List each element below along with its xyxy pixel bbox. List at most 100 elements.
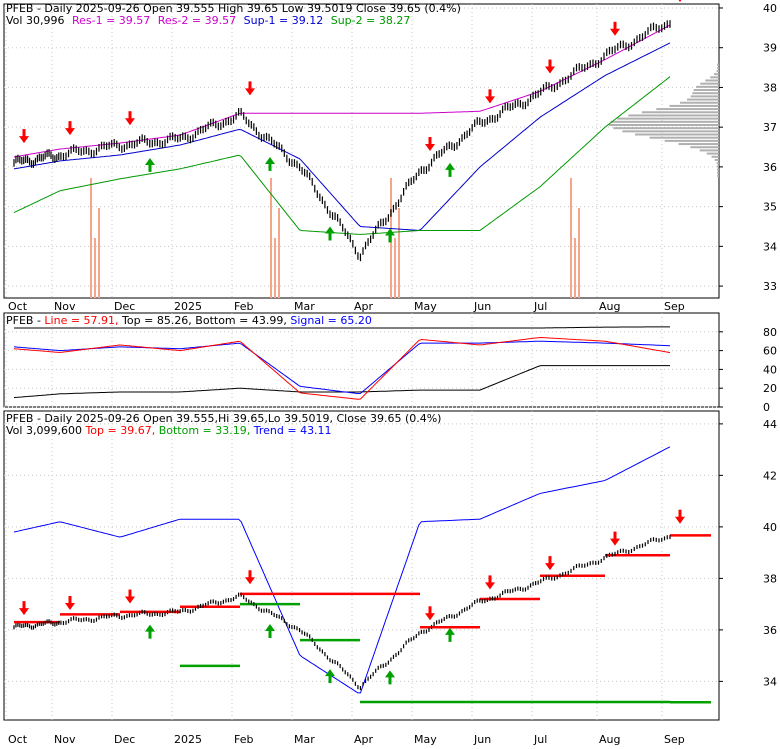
- x-tick-label: Jun: [473, 733, 491, 745]
- histogram-bar: [678, 143, 719, 146]
- volume-layer: [90, 178, 580, 298]
- arrow-head: [445, 627, 455, 635]
- signal-arrows-layer: [19, 0, 685, 685]
- arrow-head: [678, 0, 682, 3]
- arrow-head: [675, 516, 685, 524]
- histogram-bar: [610, 120, 719, 123]
- x-tick-label: Sep: [664, 733, 685, 745]
- grid-layer: [4, 4, 719, 720]
- histogram-bar: [686, 98, 719, 101]
- sell-arrow: [610, 21, 620, 36]
- legend-res2: Res-2 = 39.57: [158, 14, 236, 27]
- histogram-bar: [714, 158, 719, 161]
- y-tick-label: 36: [763, 624, 777, 637]
- x-tick-label: Dec: [114, 300, 135, 313]
- y-tick-label: 34: [763, 240, 777, 253]
- sell-arrow: [65, 121, 75, 136]
- histogram-bar: [717, 174, 719, 177]
- x-tick-label: 2025: [174, 733, 202, 745]
- arrow-head: [385, 228, 395, 236]
- volume-bar: [274, 238, 276, 298]
- sell-arrow: [245, 81, 255, 96]
- sell-arrow: [19, 601, 29, 616]
- arrow-head: [19, 136, 29, 144]
- legend-top: Top = 39.67,: [84, 424, 158, 437]
- histogram-bar: [717, 171, 719, 174]
- x-tick-label: Jun: [473, 300, 491, 313]
- sell-arrow: [425, 606, 435, 621]
- y-tick-label: 0: [763, 401, 770, 414]
- volume-bar: [578, 208, 580, 298]
- arrow-head: [545, 66, 555, 74]
- legend-trend: Trend = 43.11: [253, 424, 332, 437]
- panel3-header: PFEB - Daily 2025-09-26 Open 39.555,Hi 3…: [6, 412, 441, 425]
- y-tick-label: 39: [763, 42, 777, 55]
- legend-sup2: Sup-2 = 38.27: [331, 14, 411, 27]
- x-tick-label: Jul: [533, 733, 547, 745]
- arrow-head: [125, 596, 135, 604]
- arrow-head: [245, 577, 255, 585]
- sell-arrow: [65, 595, 75, 610]
- arrow-head: [325, 669, 335, 677]
- x-tick-label: Oct: [8, 733, 28, 745]
- histogram-bar: [696, 85, 719, 88]
- x-tick-label: Aug: [599, 733, 620, 745]
- buy-arrow: [265, 156, 275, 171]
- x-tick-label: Mar: [294, 733, 315, 745]
- arrow-head: [125, 118, 135, 126]
- x-tick-label: Mar: [294, 300, 315, 313]
- x-tick-label: Feb: [234, 733, 253, 745]
- y-tick-label: 40: [763, 2, 777, 15]
- volume-bar: [98, 208, 100, 298]
- histogram-bar: [635, 133, 719, 136]
- arrow-head: [65, 128, 75, 136]
- sell-arrow: [125, 111, 135, 126]
- legend-ticker: PFEB -: [6, 314, 44, 327]
- arrow-head: [385, 670, 395, 678]
- legend-res1: Res-1 = 39.57: [72, 14, 150, 27]
- histogram-bar: [717, 66, 719, 69]
- x-tick-label: Nov: [54, 300, 76, 313]
- legend-line: Line = 57.91,: [44, 314, 122, 327]
- x-tick-label: Jul: [533, 300, 547, 313]
- histogram-bar: [706, 152, 719, 155]
- buy-arrow: [325, 226, 335, 241]
- arrow-head: [245, 88, 255, 96]
- y-tick-label: 38: [763, 81, 777, 94]
- histogram-bar: [699, 149, 719, 152]
- histogram-bar: [716, 69, 719, 72]
- arrow-head: [19, 608, 29, 616]
- sup1-line: [13, 42, 671, 231]
- histogram-bar: [649, 136, 719, 139]
- sell-arrow: [610, 531, 620, 546]
- histogram-bar: [711, 155, 719, 158]
- y-tick-label: 44: [763, 418, 777, 431]
- y-tick-label: 20: [763, 382, 777, 395]
- sell-arrow: [125, 589, 135, 604]
- y-tick-label: 37: [763, 121, 777, 134]
- histogram-bar: [716, 162, 719, 165]
- axis-labels-layer: Oct Oct Nov Nov Dec Dec 2025 2025 Feb Feb Mar Mar Ap…: [8, 2, 777, 746]
- y-tick-label: 38: [763, 572, 777, 585]
- arrow-head: [610, 538, 620, 546]
- sell-arrow: [485, 89, 495, 104]
- arrow-head: [265, 624, 275, 632]
- panel3-legend: Vol 3,099,600 Top = 39.67, Bottom = 33.1…: [6, 424, 332, 437]
- histogram-bar: [700, 82, 719, 85]
- histogram-bar: [690, 146, 719, 149]
- sell-arrow: [675, 509, 685, 524]
- buy-arrow: [445, 162, 455, 177]
- buy-arrow: [385, 228, 395, 243]
- signal-line: [13, 340, 671, 395]
- arrow-head: [425, 613, 435, 621]
- panel2-legend: PFEB - Line = 57.91, Top = 85.26, Bottom…: [6, 314, 372, 327]
- histogram-bar: [717, 63, 719, 66]
- x-tick-label: Sep: [664, 300, 685, 313]
- buy-arrow: [265, 624, 275, 639]
- x-tick-label: Nov: [54, 733, 76, 745]
- volume-bar: [574, 238, 576, 298]
- arrow-head: [545, 563, 555, 571]
- histogram-bar: [664, 139, 719, 142]
- x-tick-label: Apr: [354, 300, 374, 313]
